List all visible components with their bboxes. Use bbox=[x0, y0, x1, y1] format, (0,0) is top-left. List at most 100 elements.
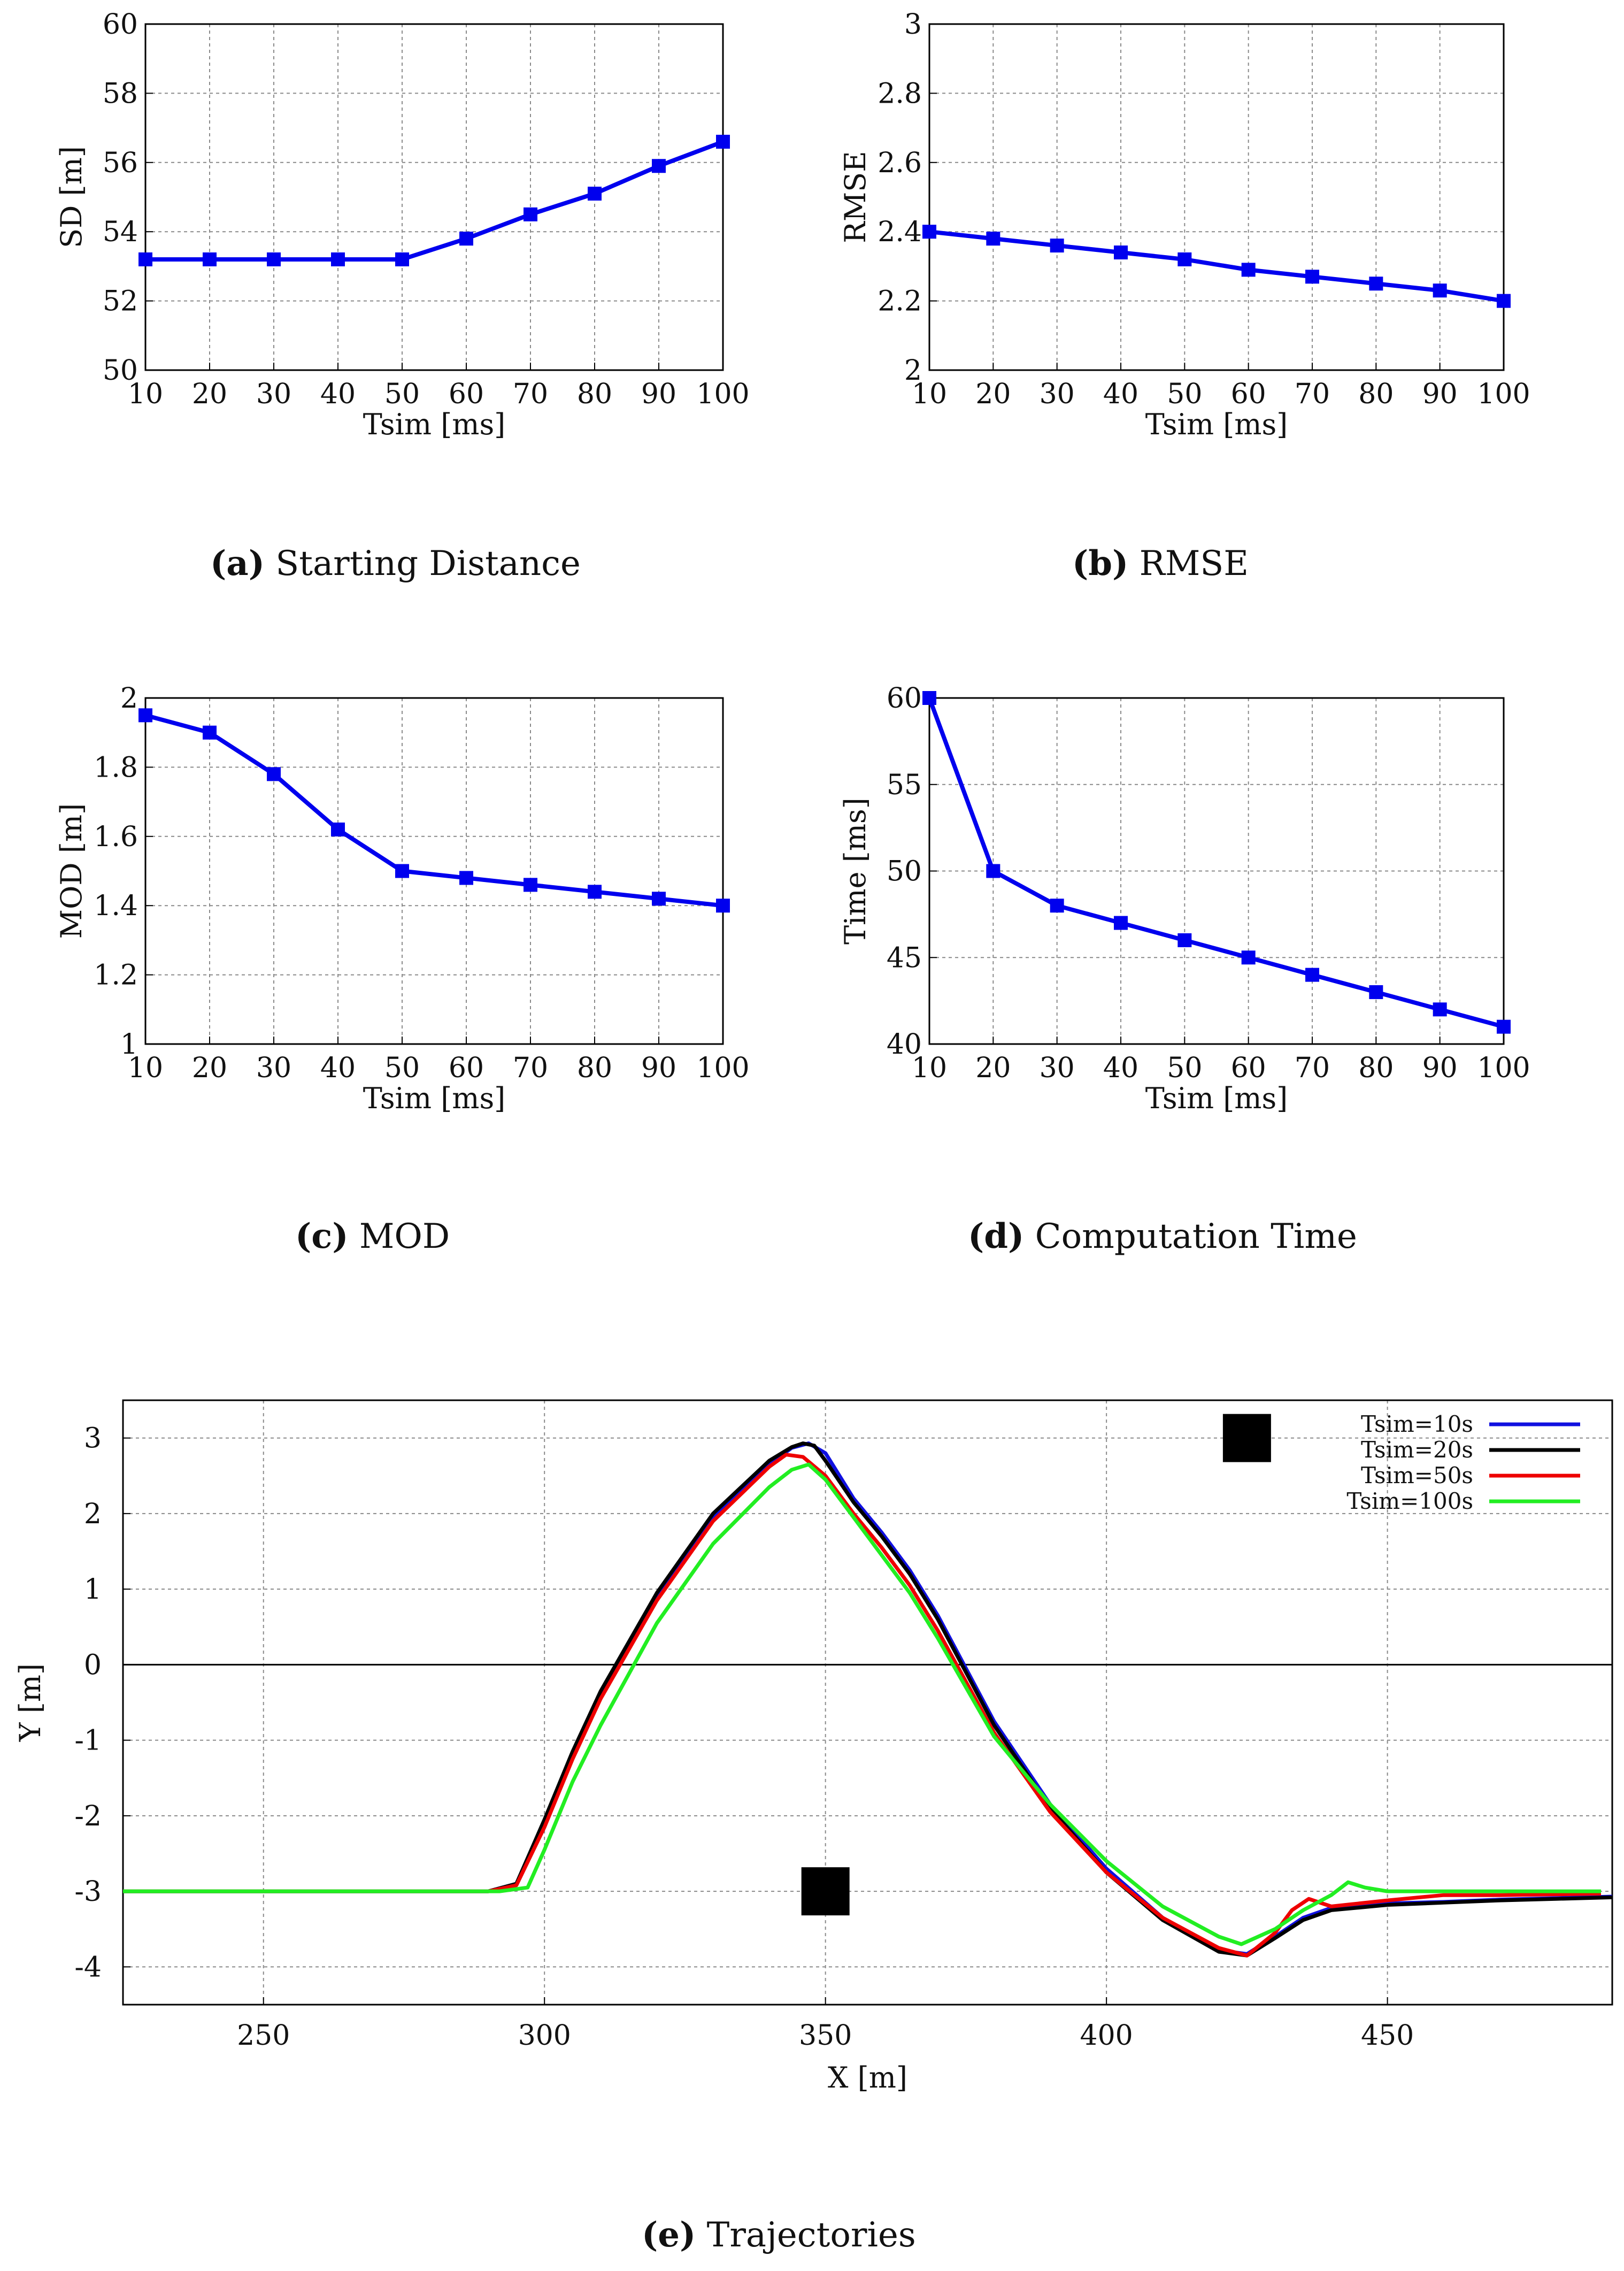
chart-caption: (b) RMSE bbox=[1072, 543, 1249, 584]
y-tick-label: 2 bbox=[84, 1498, 102, 1530]
x-tick-label: 90 bbox=[1422, 1052, 1458, 1084]
x-axis-label: Tsim [ms] bbox=[1145, 1081, 1288, 1115]
series-line bbox=[927, 697, 1505, 1029]
x-tick-label: 20 bbox=[975, 1052, 1011, 1084]
x-tick-label: 80 bbox=[1358, 1052, 1394, 1084]
x-tick-label: 100 bbox=[696, 1052, 749, 1084]
x-tick-label: 70 bbox=[513, 378, 548, 410]
y-axis-label: MOD [m] bbox=[55, 803, 88, 939]
y-tick-label: -2 bbox=[74, 1800, 102, 1832]
data-point-marker bbox=[1241, 263, 1256, 277]
trajectory-line bbox=[123, 1453, 1602, 1958]
data-point-marker bbox=[1177, 933, 1192, 947]
x-tick-label: 50 bbox=[384, 378, 420, 410]
y-tick-label: 60 bbox=[887, 682, 922, 715]
x-tick-label: 80 bbox=[1358, 378, 1394, 410]
y-tick-label: 2.4 bbox=[878, 216, 922, 248]
x-tick-label: 450 bbox=[1361, 2020, 1414, 2052]
y-tick-label: 1 bbox=[84, 1574, 102, 1606]
chart-caption: (a) Starting Distance bbox=[210, 543, 581, 584]
data-layer bbox=[123, 134, 1613, 1958]
data-point-marker bbox=[524, 878, 537, 892]
x-tick-label: 50 bbox=[384, 1052, 420, 1084]
y-tick-label: 55 bbox=[887, 769, 922, 801]
y-tick-label: 2.6 bbox=[878, 147, 922, 179]
x-tick-label: 10 bbox=[128, 378, 163, 410]
x-tick-label: 90 bbox=[641, 378, 676, 410]
x-tick-label: 30 bbox=[1040, 1052, 1075, 1084]
x-tick-label: 40 bbox=[1103, 1052, 1138, 1084]
obstacle-marker bbox=[801, 1867, 850, 1916]
y-axis-label: SD [m] bbox=[55, 146, 88, 248]
legend-label: Tsim=10s bbox=[1361, 1411, 1473, 1437]
series-line bbox=[144, 713, 724, 908]
x-tick-label: 400 bbox=[1080, 2020, 1133, 2052]
caption-label: (d) bbox=[968, 1216, 1024, 1256]
y-tick-label: 2.2 bbox=[878, 286, 922, 318]
y-tick-label: 2 bbox=[904, 355, 922, 387]
grid-layer bbox=[123, 24, 1612, 2005]
x-axis-label: Tsim [ms] bbox=[1145, 408, 1288, 441]
x-tick-label: 70 bbox=[513, 1052, 548, 1084]
data-point-marker bbox=[1241, 950, 1256, 965]
x-tick-label: 10 bbox=[128, 1052, 163, 1084]
data-point-marker bbox=[331, 822, 345, 837]
data-point-marker bbox=[922, 691, 936, 705]
series-line bbox=[145, 140, 724, 262]
x-tick-label: 20 bbox=[192, 378, 227, 410]
data-point-marker bbox=[1305, 270, 1319, 284]
data-point-marker bbox=[1050, 899, 1064, 913]
x-tick-label: 10 bbox=[912, 1052, 947, 1084]
plot-frame bbox=[122, 1399, 1613, 2006]
data-point-marker bbox=[395, 864, 409, 878]
x-tick-label: 10 bbox=[912, 378, 947, 410]
data-point-marker bbox=[1369, 985, 1383, 999]
y-axis-label: Y [m] bbox=[13, 1663, 47, 1742]
x-axis-label: Tsim [ms] bbox=[363, 1081, 506, 1115]
trajectory-line bbox=[123, 1462, 1601, 1946]
y-tick-label: 1 bbox=[120, 1029, 138, 1061]
y-tick-label: 50 bbox=[887, 856, 922, 888]
y-tick-label: 40 bbox=[887, 1029, 922, 1061]
y-tick-label: -3 bbox=[74, 1876, 102, 1908]
y-axis-label: Time [ms] bbox=[838, 797, 872, 945]
y-tick-label: 60 bbox=[103, 9, 138, 41]
x-tick-label: 250 bbox=[237, 2020, 290, 2052]
data-point-marker bbox=[1433, 283, 1447, 298]
plot-frame bbox=[928, 697, 1505, 1045]
data-point-marker bbox=[331, 252, 345, 266]
y-tick-label: 58 bbox=[103, 78, 138, 110]
caption-label: (c) bbox=[295, 1216, 349, 1256]
x-tick-label: 350 bbox=[799, 2020, 852, 2052]
y-tick-label: 0 bbox=[84, 1649, 102, 1681]
data-point-marker bbox=[1369, 277, 1383, 291]
x-tick-label: 60 bbox=[1231, 378, 1266, 410]
y-tick-label: 52 bbox=[103, 286, 138, 318]
x-tick-label: 80 bbox=[577, 1052, 612, 1084]
y-tick-label: -1 bbox=[74, 1725, 102, 1757]
data-point-marker bbox=[267, 252, 281, 266]
data-point-marker bbox=[922, 225, 936, 239]
data-point-marker bbox=[1114, 916, 1128, 930]
data-point-marker bbox=[138, 252, 152, 266]
caption-label: (b) bbox=[1072, 543, 1128, 584]
data-point-marker bbox=[203, 252, 217, 266]
obstacle-marker bbox=[1222, 1414, 1271, 1462]
trajectory-line bbox=[123, 1441, 1613, 1958]
chart-caption: (c) MOD bbox=[295, 1216, 450, 1256]
chart-caption: (e) Trajectories bbox=[642, 2215, 916, 2255]
caption-text: Starting Distance bbox=[265, 544, 581, 584]
caption-text: Computation Time bbox=[1024, 1217, 1357, 1256]
y-tick-label: 3 bbox=[904, 9, 922, 41]
series-line bbox=[929, 229, 1504, 303]
data-point-marker bbox=[986, 864, 1000, 878]
data-point-marker bbox=[1433, 1002, 1447, 1017]
y-tick-label: 50 bbox=[103, 355, 138, 387]
data-point-marker bbox=[716, 899, 730, 913]
data-point-marker bbox=[459, 871, 473, 885]
x-tick-label: 80 bbox=[577, 378, 612, 410]
y-tick-label: 1.6 bbox=[94, 821, 138, 853]
data-point-marker bbox=[588, 885, 602, 899]
data-point-marker bbox=[1114, 245, 1128, 260]
x-tick-label: 90 bbox=[641, 1052, 676, 1084]
